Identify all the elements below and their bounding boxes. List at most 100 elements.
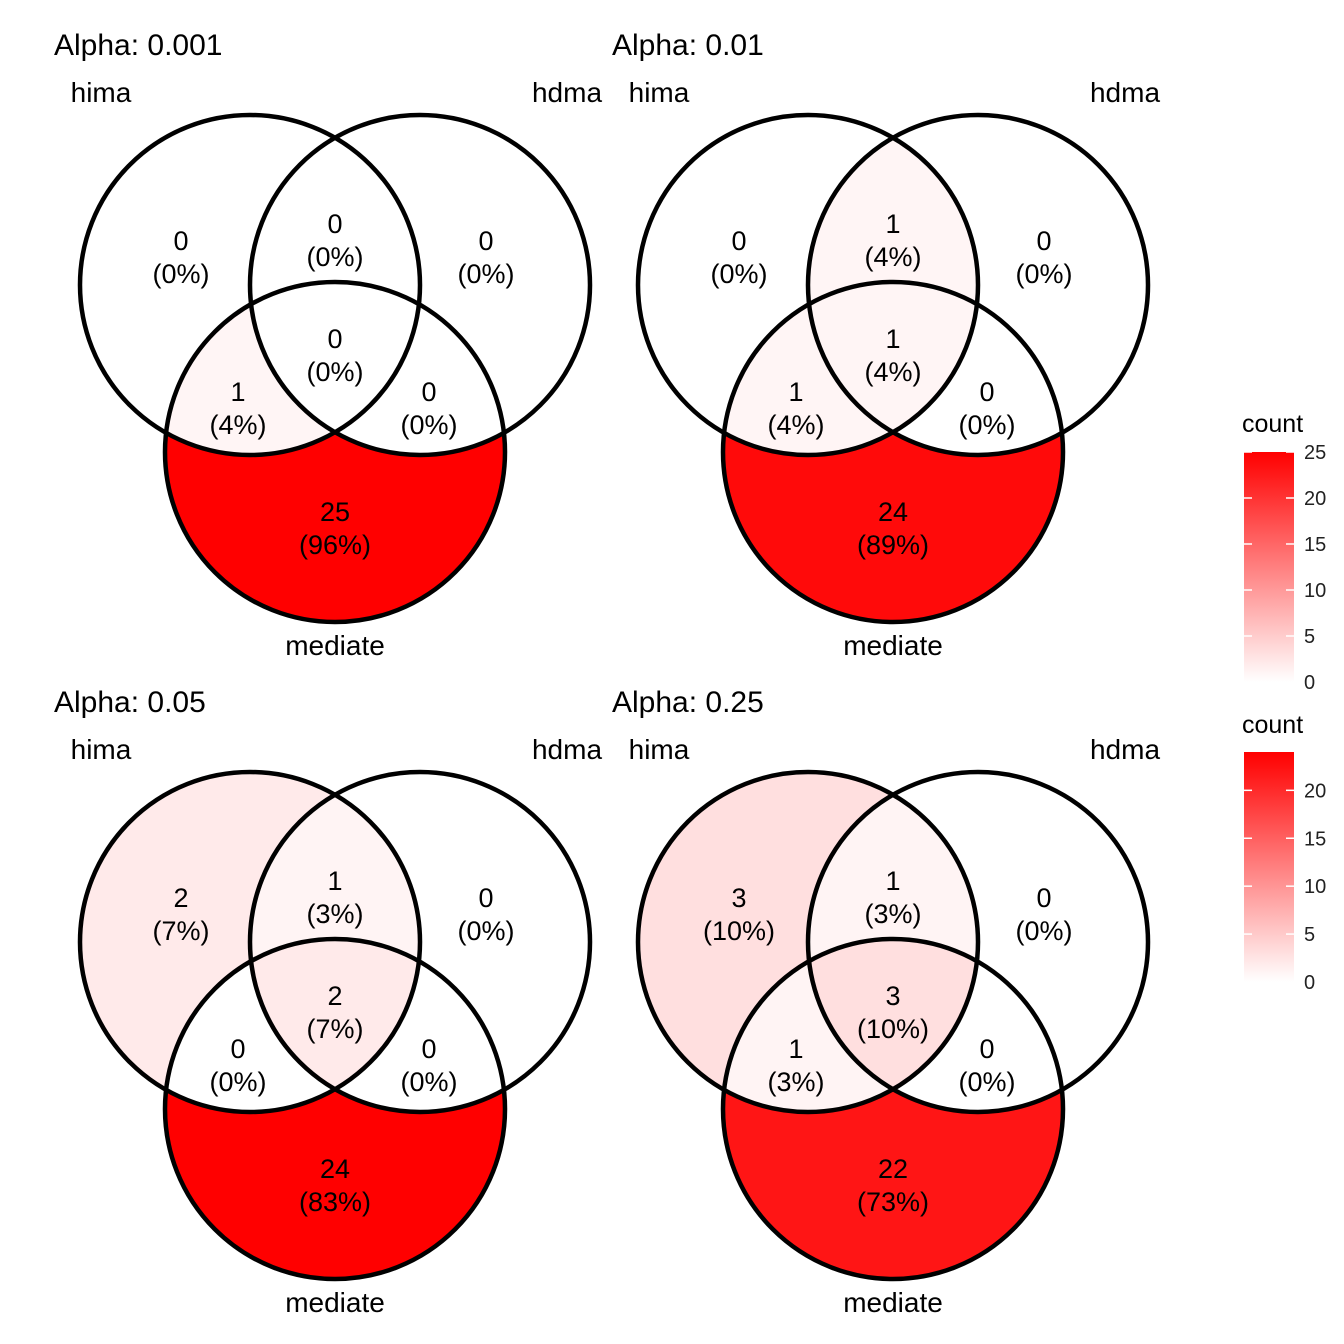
legend-tick-label: 5: [1304, 626, 1315, 648]
legend-tick-label: 0: [1304, 672, 1315, 694]
region-percent-label: (0%): [306, 357, 363, 387]
set-label-mediate: mediate: [843, 1287, 943, 1318]
region-percent-label: (4%): [209, 410, 266, 440]
region-count-label: 0: [173, 226, 188, 256]
region-percent-label: (0%): [457, 916, 514, 946]
legend-colorbar: [1244, 752, 1294, 982]
venn-circle-mediate: [162, 279, 508, 625]
region-count-label: 0: [979, 377, 994, 407]
region-count-label: 1: [885, 324, 900, 354]
venn-circle-mediate: [720, 279, 1066, 625]
region-percent-label: (0%): [209, 1067, 266, 1097]
legend-2: count 0 5 10 15 20: [1242, 711, 1326, 994]
region-percent-label: (3%): [767, 1067, 824, 1097]
region-percent-label: (0%): [1015, 259, 1072, 289]
venn-circle-hdma: [247, 112, 593, 458]
region-percent-label: (0%): [152, 259, 209, 289]
region-percent-label: (10%): [703, 916, 775, 946]
region-percent-label: (0%): [1015, 916, 1072, 946]
set-label-hdma: hdma: [532, 734, 602, 765]
venn-circle-mediate: [162, 936, 508, 1282]
region-percent-label: (0%): [400, 1067, 457, 1097]
region-count-label: 24: [320, 1154, 350, 1184]
region-count-label: 0: [421, 377, 436, 407]
panel-title: Alpha: 0.01: [612, 29, 764, 62]
venn-circle-hima: [77, 769, 423, 1115]
venn-circle-hima: [635, 769, 981, 1115]
venn-circle-hima: [77, 112, 423, 458]
panel-title: Alpha: 0.25: [612, 686, 764, 719]
region-percent-label: (7%): [306, 1014, 363, 1044]
legend-tick-label: 10: [1304, 580, 1326, 602]
legend-tick-label: 20: [1304, 780, 1326, 802]
region-count-label: 0: [230, 1034, 245, 1064]
region-count-label: 3: [885, 981, 900, 1011]
region-percent-label: (10%): [857, 1014, 929, 1044]
region-count-label: 0: [979, 1034, 994, 1064]
legend-title: count: [1242, 410, 1303, 438]
venn-circle-hima: [635, 112, 981, 458]
region-count-label: 1: [327, 866, 342, 896]
legend-tick-label: 25: [1304, 442, 1326, 464]
legend-tick-label: 5: [1304, 924, 1315, 946]
panel-title: Alpha: 0.05: [54, 686, 206, 719]
region-count-label: 0: [478, 226, 493, 256]
region-count-label: 3: [731, 883, 746, 913]
region-count-label: 22: [878, 1154, 908, 1184]
region-percent-label: (3%): [306, 899, 363, 929]
set-label-hdma: hdma: [532, 77, 602, 108]
legend-tick-label: 15: [1304, 828, 1326, 850]
set-label-hdma: hdma: [1090, 734, 1160, 765]
region-percent-label: (0%): [958, 1067, 1015, 1097]
venn-circle-mediate: [720, 936, 1066, 1282]
venn-circle-hdma: [805, 112, 1151, 458]
region-count-label: 0: [478, 883, 493, 913]
region-percent-label: (4%): [864, 242, 921, 272]
region-count-label: 1: [230, 377, 245, 407]
region-count-label: 1: [788, 377, 803, 407]
region-percent-label: (0%): [710, 259, 767, 289]
set-label-mediate: mediate: [843, 630, 943, 661]
region-percent-label: (89%): [857, 530, 929, 560]
region-percent-label: (0%): [958, 410, 1015, 440]
region-count-label: 1: [788, 1034, 803, 1064]
region-percent-label: (3%): [864, 899, 921, 929]
venn-circle-hdma: [805, 769, 1151, 1115]
panel-title: Alpha: 0.001: [54, 29, 222, 62]
legend-tick-label: 10: [1304, 876, 1326, 898]
venn-circle-hdma: [247, 769, 593, 1115]
region-count-label: 0: [327, 209, 342, 239]
region-percent-label: (0%): [457, 259, 514, 289]
region-count-label: 0: [327, 324, 342, 354]
legend-tick-label: 0: [1304, 972, 1315, 994]
region-percent-label: (73%): [857, 1187, 929, 1217]
region-count-label: 0: [1036, 226, 1051, 256]
region-count-label: 24: [878, 497, 908, 527]
legend-title: count: [1242, 711, 1303, 739]
region-percent-label: (4%): [767, 410, 824, 440]
region-count-label: 2: [327, 981, 342, 1011]
region-count-label: 1: [885, 209, 900, 239]
set-label-mediate: mediate: [285, 1287, 385, 1318]
region-count-label: 0: [421, 1034, 436, 1064]
region-count-label: 0: [1036, 883, 1051, 913]
region-percent-label: (0%): [400, 410, 457, 440]
set-label-hima: hima: [629, 734, 690, 765]
region-percent-label: (7%): [152, 916, 209, 946]
set-label-hdma: hdma: [1090, 77, 1160, 108]
region-count-label: 0: [731, 226, 746, 256]
region-percent-label: (4%): [864, 357, 921, 387]
legend-colorbar: [1244, 452, 1294, 682]
region-count-label: 2: [173, 883, 188, 913]
region-count-label: 25: [320, 497, 350, 527]
set-label-hima: hima: [71, 734, 132, 765]
region-count-label: 1: [885, 866, 900, 896]
region-percent-label: (83%): [299, 1187, 371, 1217]
legend-tick-label: 20: [1304, 488, 1326, 510]
region-percent-label: (96%): [299, 530, 371, 560]
